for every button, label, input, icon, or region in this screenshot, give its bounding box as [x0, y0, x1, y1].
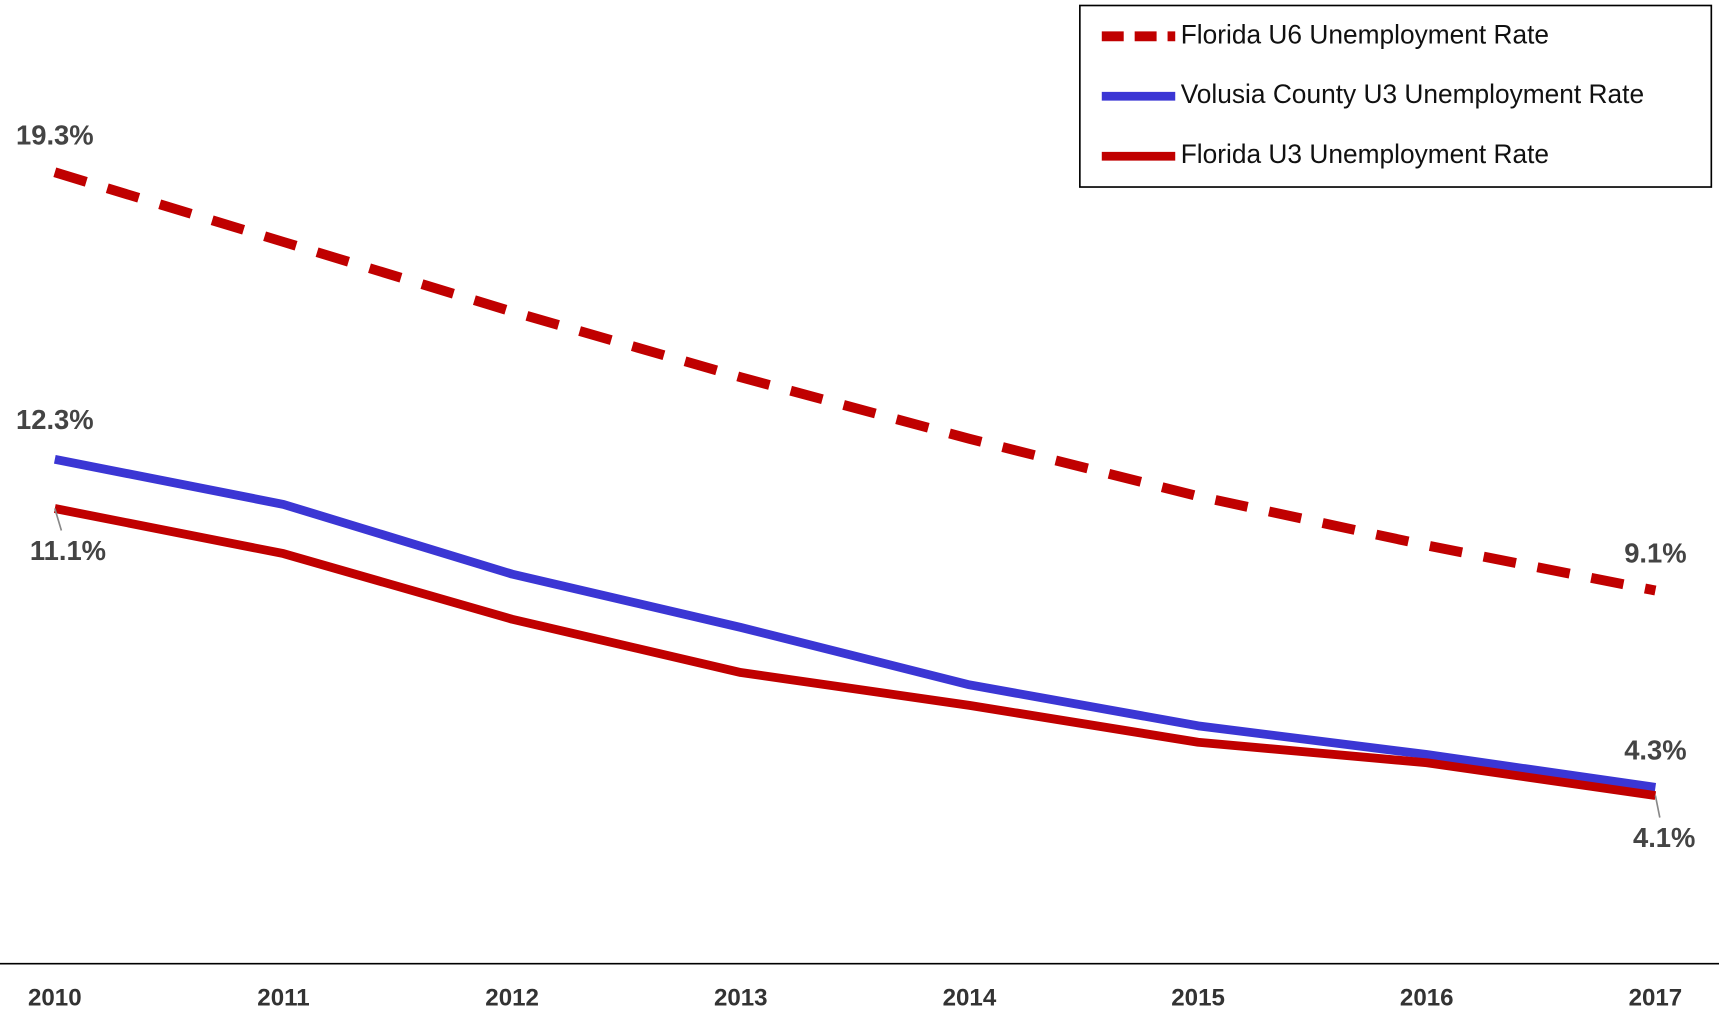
legend-label: Florida U6 Unemployment Rate	[1181, 19, 1549, 49]
x-tick-label: 2011	[257, 984, 309, 1011]
value-label: 11.1%	[30, 535, 106, 566]
leader-line	[1654, 795, 1661, 818]
value-label: 19.3%	[16, 119, 94, 150]
x-tick-label: 2014	[943, 984, 997, 1011]
value-label: 4.3%	[1624, 734, 1686, 765]
x-tick-label: 2010	[28, 984, 82, 1011]
x-tick-label: 2016	[1400, 984, 1454, 1011]
x-tick-label: 2012	[485, 984, 539, 1011]
x-tick-label: 2017	[1629, 984, 1683, 1011]
x-tick-label: 2013	[714, 984, 768, 1011]
leader-line	[54, 508, 63, 531]
series-line	[53, 504, 1657, 800]
value-label: 9.1%	[1624, 538, 1686, 569]
series-line	[53, 167, 1657, 596]
legend-label: Florida U3 Unemployment Rate	[1181, 139, 1549, 169]
value-label: 12.3%	[16, 404, 94, 435]
series-line	[53, 454, 1657, 792]
x-tick-label: 2015	[1171, 984, 1225, 1011]
value-label: 4.1%	[1633, 822, 1695, 853]
legend-label: Volusia County U3 Unemployment Rate	[1181, 79, 1644, 109]
legend-box	[1079, 4, 1713, 188]
